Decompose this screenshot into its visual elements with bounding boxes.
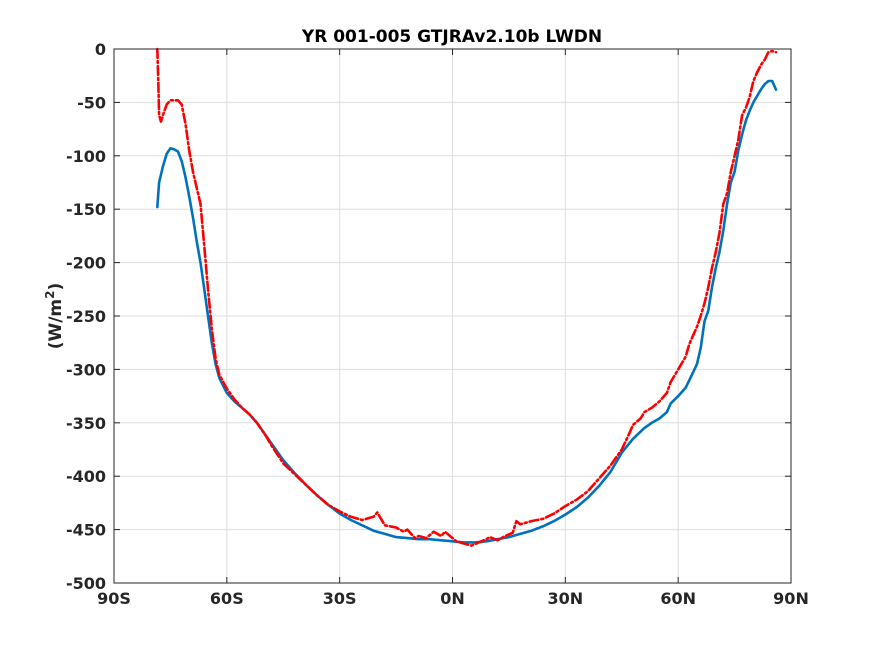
y-tick-label: -50 — [77, 93, 106, 112]
y-tick-label: -250 — [66, 307, 106, 326]
y-tick-label: -200 — [66, 254, 106, 273]
x-tick-label: 30S — [323, 589, 357, 608]
y-tick-label: -400 — [66, 467, 106, 486]
y-axis-label-main: (W/m — [46, 299, 66, 349]
y-tick-label: -450 — [66, 521, 106, 540]
y-axis-label: (W/m2) — [43, 283, 66, 350]
y-axis-ticks: 0 -50 -100 -150 -200 -250 -300 -350 -400 -450 -500 — [66, 40, 791, 593]
x-tick-label: 60S — [210, 589, 244, 608]
x-tick-label: 90N — [773, 589, 809, 608]
y-tick-label: -100 — [66, 147, 106, 166]
y-axis-label-close: ) — [46, 283, 66, 291]
series-line-1 — [156, 79, 778, 544]
y-tick-label: -300 — [66, 360, 106, 379]
series-layer — [156, 47, 778, 547]
y-tick-label: -500 — [66, 574, 106, 593]
x-tick-label: 60N — [660, 589, 696, 608]
y-axis-label-superscript: 2 — [43, 290, 57, 298]
y-tick-label: -350 — [66, 414, 106, 433]
chart-title: YR 001-005 GTJRAv2.10b LWDN — [301, 27, 602, 47]
x-tick-label: 30N — [548, 589, 584, 608]
y-tick-label: -150 — [66, 200, 106, 219]
x-tick-label: 0N — [440, 589, 465, 608]
x-axis-ticks: 90S 60S 30S 0N 30N 60N 90N — [97, 49, 809, 608]
y-tick-label: 0 — [95, 40, 106, 59]
x-tick-label: 90S — [97, 589, 131, 608]
series-line-2 — [156, 47, 778, 547]
